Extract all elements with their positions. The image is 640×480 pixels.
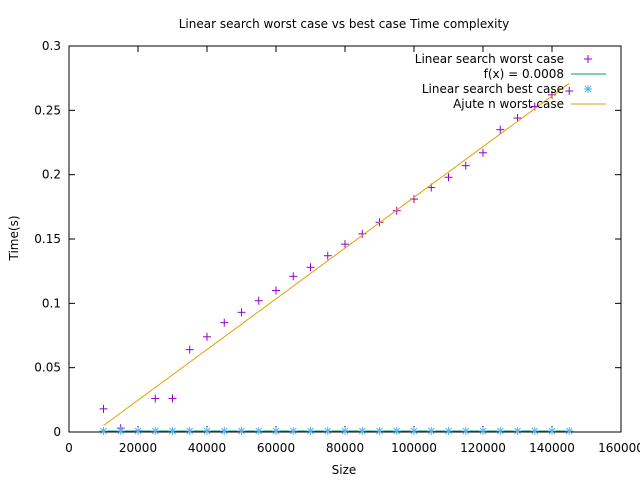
data-point: [444, 426, 453, 435]
x-axis-label: Size: [332, 463, 357, 477]
data-point: [548, 90, 556, 99]
legend-label: Linear search best case: [422, 82, 564, 96]
data-point: [565, 426, 574, 435]
data-point: [254, 426, 263, 435]
data-point: [358, 426, 367, 435]
y-tick-label: 0.3: [42, 39, 61, 53]
y-tick-label: 0.1: [42, 296, 61, 310]
data-point: [168, 426, 177, 435]
data-point: [203, 426, 211, 435]
data-point: [203, 332, 211, 341]
x-tick-label: 80000: [326, 441, 364, 455]
legend-swatch: [584, 55, 592, 63]
data-point: [461, 161, 470, 170]
x-tick-label: 40000: [188, 441, 226, 455]
data-point: [496, 426, 505, 435]
data-point: [272, 426, 280, 435]
x-tick-label: 160000: [598, 441, 640, 455]
data-point: [392, 426, 401, 435]
data-point: [323, 426, 332, 435]
data-point: [168, 394, 177, 403]
x-tick-label: 140000: [529, 441, 575, 455]
data-point: [237, 308, 246, 317]
data-point: [134, 426, 142, 435]
chart-title: Linear search worst case vs best case Ti…: [179, 17, 510, 31]
x-tick-label: 0: [65, 441, 73, 455]
data-point: [99, 426, 108, 435]
data-point: [444, 173, 453, 182]
data-point: [99, 404, 108, 413]
data-point: [289, 272, 298, 281]
legend-label: Linear search worst case: [415, 52, 564, 66]
data-point: [548, 426, 556, 435]
data-point: [185, 345, 194, 354]
series-0: [99, 87, 574, 435]
data-point: [220, 318, 229, 327]
data-point: [185, 426, 194, 435]
data-point: [479, 426, 487, 435]
series-2: [99, 426, 574, 435]
y-tick-label: 0: [53, 425, 61, 439]
x-tick-label: 100000: [391, 441, 437, 455]
data-point: [513, 114, 522, 123]
data-point: [496, 125, 505, 134]
data-point: [565, 87, 574, 96]
x-tick-label: 60000: [257, 441, 295, 455]
y-axis-ticks: 0 0.05 0.1 0.15 0.2 0.25 0.3: [34, 39, 621, 439]
legend-label: Ajute n worst case: [453, 97, 564, 111]
data-point: [237, 426, 246, 435]
data-point: [306, 426, 315, 435]
series-line: [103, 82, 570, 426]
y-axis-label: Time(s): [7, 216, 21, 262]
x-tick-label: 20000: [119, 441, 157, 455]
x-tick-label: 120000: [460, 441, 506, 455]
data-point: [151, 394, 160, 403]
y-tick-label: 0.15: [34, 232, 61, 246]
data-point: [530, 426, 539, 435]
data-point: [272, 286, 280, 295]
data-point: [427, 426, 436, 435]
data-point: [375, 426, 384, 435]
data-point: [513, 426, 522, 435]
y-tick-label: 0.05: [34, 361, 61, 375]
data-point: [151, 426, 160, 435]
series-layer: [99, 82, 574, 435]
data-point: [461, 426, 470, 435]
y-tick-label: 0.25: [34, 103, 61, 117]
data-point: [116, 426, 125, 435]
legend-swatch: [584, 85, 592, 93]
data-point: [479, 148, 487, 157]
data-point: [220, 426, 229, 435]
data-point: [410, 426, 418, 435]
series-3: [103, 82, 570, 426]
y-tick-label: 0.2: [42, 168, 61, 182]
data-point: [306, 263, 315, 272]
data-point: [341, 426, 349, 435]
data-point: [289, 426, 298, 435]
data-point: [323, 251, 332, 260]
legend-label: f(x) = 0.0008: [484, 67, 564, 81]
data-point: [254, 296, 263, 305]
data-point: [341, 240, 349, 249]
